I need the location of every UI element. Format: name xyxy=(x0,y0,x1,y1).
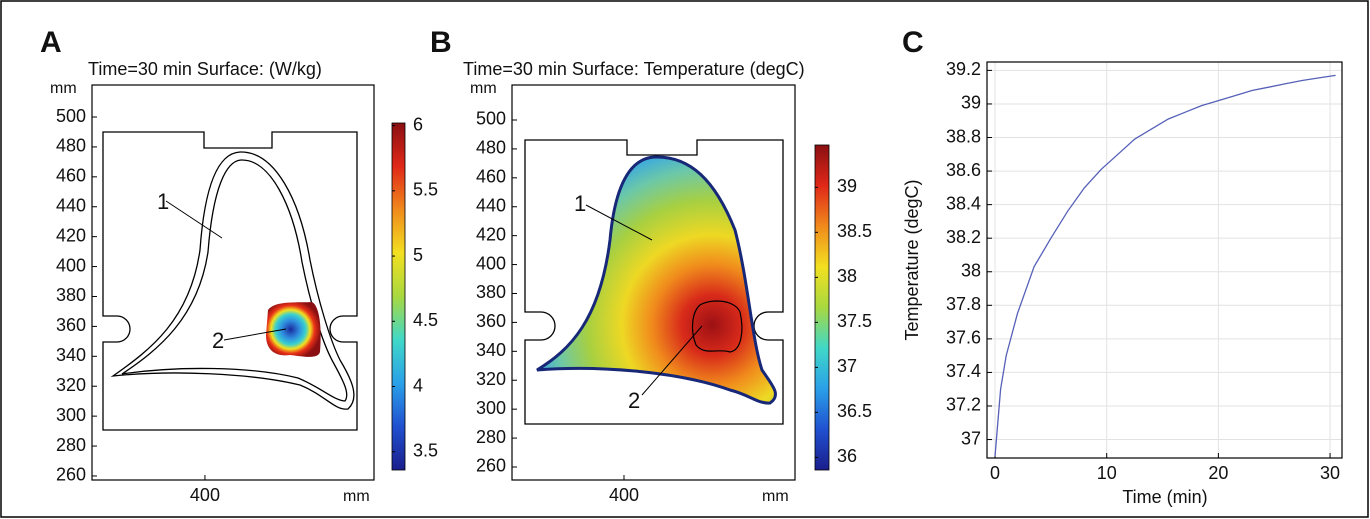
annotation-leader xyxy=(223,328,287,341)
annotation: 2 xyxy=(628,388,640,413)
y-tick-label: 500 xyxy=(56,106,86,126)
x-tick-label: 400 xyxy=(190,485,220,505)
x-tick-label: 30 xyxy=(1320,463,1340,483)
plot-frame xyxy=(986,61,1343,459)
colorbar-tick-label: 38 xyxy=(837,266,857,286)
y-tick-label: 38.8 xyxy=(946,126,981,146)
data-line xyxy=(994,74,1336,457)
annotation: 1 xyxy=(157,189,169,214)
y-tick-label: 500 xyxy=(476,109,506,129)
y-tick-label: 480 xyxy=(476,138,506,158)
x-tick-label: 20 xyxy=(1208,463,1228,483)
colorbar-tick-label: 4.5 xyxy=(413,310,438,330)
y-tick-label: 300 xyxy=(476,398,506,418)
x-unit: mm xyxy=(343,488,370,505)
y-tick-label: 280 xyxy=(476,427,506,447)
panel-letter: A xyxy=(40,26,62,59)
y-unit: mm xyxy=(50,80,77,97)
y-tick-label: 38.6 xyxy=(946,160,981,180)
colorbar-tick-label: 6 xyxy=(413,114,423,134)
y-tick-label: 320 xyxy=(476,369,506,389)
colorbar-tick-label: 36 xyxy=(837,446,857,466)
y-tick-label: 39.2 xyxy=(946,59,981,79)
colorbar-tick-label: 37.5 xyxy=(837,311,872,331)
colorbar-tick-label: 37 xyxy=(837,356,857,376)
colorbar-tick-label: 36.5 xyxy=(837,401,872,421)
y-tick-label: 420 xyxy=(476,224,506,244)
y-tick-label: 380 xyxy=(476,282,506,302)
x-axis-label: Time (min) xyxy=(1122,487,1207,507)
x-unit: mm xyxy=(762,488,789,505)
y-tick-label: 340 xyxy=(56,345,86,365)
panel-title: Time=30 min Surface: Temperature (degC) xyxy=(463,59,805,79)
colorbar-tick-label: 39 xyxy=(837,176,857,196)
y-tick-label: 37.4 xyxy=(946,361,981,381)
y-tick-label: 480 xyxy=(56,136,86,156)
geometry-a xyxy=(102,131,358,431)
geometry-b xyxy=(524,139,784,425)
y-tick-label: 260 xyxy=(476,456,506,476)
y-tick-label: 400 xyxy=(476,253,506,273)
plot-frame xyxy=(511,84,796,481)
y-tick-label: 38.2 xyxy=(946,227,981,247)
x-tick-label: 400 xyxy=(609,485,639,505)
y-tick-label: 400 xyxy=(56,255,86,275)
y-tick-label: 360 xyxy=(56,315,86,335)
y-tick-label: 440 xyxy=(476,195,506,215)
y-tick-label: 39 xyxy=(961,93,981,113)
y-tick-label: 340 xyxy=(476,340,506,360)
y-tick-label: 420 xyxy=(56,225,86,245)
panel-title: Time=30 min Surface: (W/kg) xyxy=(88,59,322,79)
colorbar-tick-label: 5 xyxy=(413,245,423,265)
colorbar xyxy=(814,144,830,471)
annotation-leader xyxy=(585,204,653,241)
y-tick-label: 460 xyxy=(56,166,86,186)
y-tick-label: 37.2 xyxy=(946,395,981,415)
y-tick-label: 360 xyxy=(476,311,506,331)
y-tick-label: 380 xyxy=(56,285,86,305)
y-axis-label: Temperature (degC) xyxy=(902,179,922,340)
colorbar-tick-label: 4 xyxy=(413,375,423,395)
y-tick-label: 260 xyxy=(56,465,86,485)
panel-letter: C xyxy=(902,26,924,59)
y-tick-label: 37 xyxy=(961,428,981,448)
colorbar-tick-label: 3.5 xyxy=(413,440,438,460)
x-tick-label: 0 xyxy=(990,463,1000,483)
y-tick-label: 38.4 xyxy=(946,193,981,213)
y-tick-label: 460 xyxy=(476,167,506,187)
plot-frame xyxy=(91,84,375,481)
annotation-leader xyxy=(641,325,703,396)
y-tick-label: 300 xyxy=(56,405,86,425)
colorbar-tick-label: 5.5 xyxy=(413,180,438,200)
y-tick-label: 38 xyxy=(961,260,981,280)
annotation: 1 xyxy=(574,191,586,216)
colorbar xyxy=(391,122,406,471)
y-tick-label: 440 xyxy=(56,195,86,215)
annotation-leader xyxy=(165,200,223,239)
annotation: 2 xyxy=(212,328,224,353)
y-tick-label: 37.8 xyxy=(946,294,981,314)
panel-letter: B xyxy=(430,26,452,59)
y-tick-label: 320 xyxy=(56,375,86,395)
y-tick-label: 37.6 xyxy=(946,328,981,348)
y-unit: mm xyxy=(470,80,497,97)
y-tick-label: 280 xyxy=(56,435,86,455)
colorbar-tick-label: 38.5 xyxy=(837,221,872,241)
x-tick-label: 10 xyxy=(1097,463,1117,483)
